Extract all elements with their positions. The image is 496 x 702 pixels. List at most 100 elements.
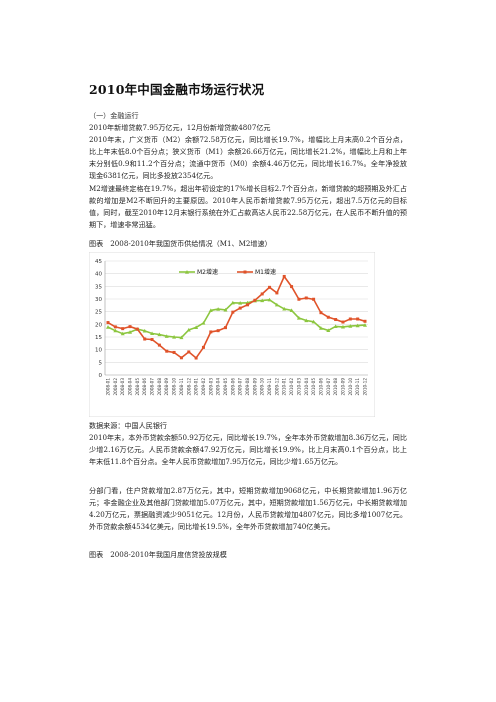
data-point — [304, 296, 308, 300]
figure-caption-1: 图表 2008-2010年我国货币供给情况（M1、M2增速） — [89, 239, 272, 248]
data-point — [238, 306, 242, 310]
x-tick-label: 2009-02 — [201, 378, 206, 396]
legend-label: M1增速 — [255, 268, 276, 276]
paragraph-3: M2增速最终定格在19.7%，超出年初设定的17%增长目标2.7个百分点，新增贷… — [89, 184, 407, 230]
data-point — [128, 330, 133, 334]
data-point — [296, 316, 301, 320]
data-point — [333, 324, 338, 328]
data-point — [326, 328, 331, 333]
x-tick-label: 2009-05 — [223, 378, 228, 396]
x-tick-label: 2009-07 — [238, 378, 243, 396]
data-point — [194, 356, 198, 360]
data-point — [142, 328, 147, 333]
data-point — [231, 310, 235, 314]
legend-marker — [185, 270, 189, 274]
x-tick-label: 2009-04 — [216, 378, 221, 396]
data-point — [164, 334, 169, 338]
chart-legend: M2增速 M1增速 — [179, 268, 276, 276]
x-tick-label: 2008-09 — [164, 378, 169, 396]
legend-label: M2增速 — [197, 268, 218, 276]
data-point — [297, 297, 301, 301]
y-tick-label: 40 — [95, 272, 102, 278]
data-point — [230, 300, 235, 305]
data-point — [179, 356, 183, 360]
x-tick-label: 2010-05 — [311, 378, 316, 396]
data-point — [150, 331, 155, 336]
x-tick-label: 2009-03 — [208, 378, 213, 396]
data-source-note: 数据来源：中国人民银行 — [89, 421, 168, 430]
data-point — [260, 298, 265, 303]
data-point — [340, 324, 345, 329]
x-tick-label: 2010-07 — [326, 378, 331, 396]
x-tick-label: 2010-06 — [318, 378, 323, 396]
data-point — [312, 297, 316, 301]
data-point — [209, 330, 213, 334]
data-point — [348, 324, 353, 328]
x-tick-label: 2009-11 — [267, 378, 272, 396]
x-tick-label: 2010-09 — [340, 378, 345, 396]
x-tick-label: 2010-04 — [304, 378, 309, 396]
data-point — [223, 326, 227, 330]
document-title: 2010年中国金融市场运行状况 — [89, 82, 265, 97]
x-tick-label: 2008-03 — [120, 378, 125, 396]
x-tick-label: 2010-02 — [289, 378, 294, 396]
data-point — [106, 325, 110, 329]
y-tick-label: 20 — [95, 322, 102, 328]
section-heading: （一）金融运行 — [89, 111, 139, 120]
x-tick-label: 2009-10 — [260, 378, 265, 396]
data-point — [201, 321, 206, 325]
data-point — [238, 301, 243, 305]
y-tick-label: 10 — [95, 348, 102, 354]
chart-series — [106, 274, 367, 360]
paragraph-4: 2010年末，本外币贷款余额50.92万亿元，同比增长19.7%，全年本外币贷款… — [89, 433, 407, 467]
data-point — [290, 285, 294, 289]
money-supply-line-chart: 0 5 10 15 20 25 30 35 40 45 2008-01 2008-02 2008-03… — [89, 252, 375, 417]
x-tick-label: 2009-01 — [194, 378, 199, 396]
y-tick-label: 15 — [95, 335, 102, 341]
data-point — [355, 323, 360, 328]
x-tick-label: 2009-09 — [252, 378, 257, 396]
data-point — [267, 297, 272, 302]
x-tick-label: 2010-01 — [282, 378, 287, 396]
chart-frame — [89, 252, 375, 417]
x-tick-label: 2008-02 — [113, 378, 118, 396]
x-tick-label: 2008-01 — [106, 378, 111, 396]
data-point — [113, 325, 117, 329]
data-point — [253, 298, 257, 302]
x-tick-label: 2010-11 — [355, 378, 360, 396]
data-point — [187, 350, 191, 354]
x-tick-label: 2008-04 — [128, 378, 133, 396]
x-tick-label: 2010-08 — [333, 378, 338, 396]
x-tick-label: 2008-12 — [186, 378, 191, 396]
data-point — [201, 345, 205, 349]
data-point — [275, 291, 279, 295]
data-point — [216, 329, 220, 333]
data-point — [216, 307, 221, 311]
data-point — [165, 349, 169, 353]
x-tick-label: 2008-05 — [135, 378, 140, 396]
data-point — [135, 327, 139, 331]
figure-caption-2: 图表 2008-2010年我国月度信贷投放规模 — [89, 550, 227, 559]
y-tick-label: 0 — [99, 373, 103, 379]
x-tick-label: 2008-06 — [142, 378, 147, 396]
data-point — [319, 311, 323, 315]
chart-gridlines — [104, 260, 368, 376]
y-tick-label: 5 — [99, 360, 103, 366]
data-point — [157, 332, 162, 337]
data-point — [289, 308, 294, 312]
data-point — [157, 343, 161, 347]
x-tick-label: 2008-10 — [172, 378, 177, 396]
x-tick-label: 2010-03 — [296, 378, 301, 396]
y-tick-label: 45 — [95, 259, 102, 265]
paragraph-5: 分部门看，住户贷款增加2.87万亿元，其中，短期贷款增加9068亿元，中长期贷款… — [89, 486, 407, 532]
legend-marker — [243, 270, 247, 274]
data-point — [106, 321, 110, 325]
data-point — [268, 285, 272, 289]
data-point — [311, 319, 316, 324]
data-point — [172, 335, 177, 339]
data-point — [120, 331, 125, 336]
data-point — [121, 327, 125, 331]
x-tick-label: 2010-10 — [348, 378, 353, 396]
y-axis-ticks: 0 5 10 15 20 25 30 35 40 45 — [95, 259, 103, 379]
data-point — [246, 303, 250, 307]
